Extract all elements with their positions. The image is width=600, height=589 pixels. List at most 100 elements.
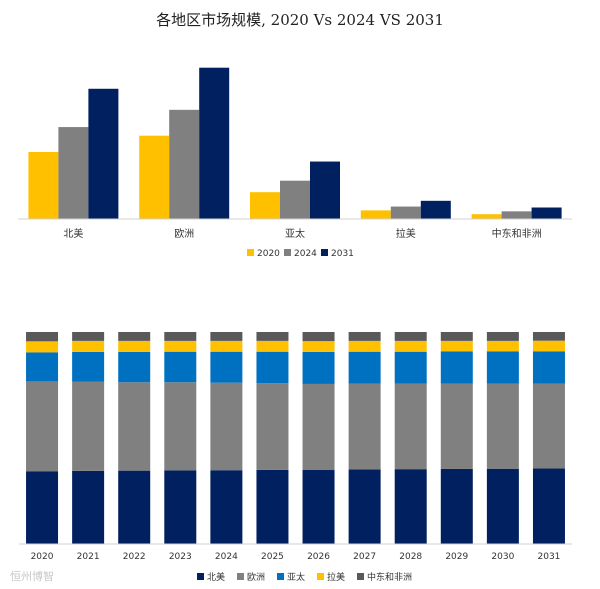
bar-2023-拉美 bbox=[164, 340, 197, 352]
bar-2022-北美 bbox=[118, 470, 151, 544]
bar-2031-欧洲 bbox=[532, 383, 565, 469]
bar-欧洲-2024 bbox=[169, 109, 200, 219]
bar-2023-亚太 bbox=[164, 351, 197, 383]
x-tick-label: 2020 bbox=[31, 552, 54, 562]
x-tick-label: 2031 bbox=[538, 552, 561, 562]
bar-2023-欧洲 bbox=[164, 382, 197, 471]
bar-2031-北美 bbox=[532, 468, 565, 544]
bar-2030-欧洲 bbox=[486, 383, 519, 469]
bar-中东和非洲-2031 bbox=[531, 207, 562, 219]
bar-拉美-2020 bbox=[360, 210, 391, 219]
bar-2020-拉美 bbox=[26, 341, 59, 353]
bar-北美-2020 bbox=[28, 151, 59, 219]
x-tick-label: 2023 bbox=[169, 552, 192, 562]
legend-label-北美: 北美 bbox=[207, 571, 225, 583]
bar-2028-中东和非洲 bbox=[394, 332, 427, 341]
x-tick-label: 2021 bbox=[77, 552, 100, 562]
legend-swatch-2020 bbox=[247, 249, 254, 256]
bar-2028-亚太 bbox=[394, 351, 427, 384]
watermark: 恒州博智 bbox=[10, 570, 54, 583]
x-tick-label: 欧洲 bbox=[174, 228, 194, 240]
bar-拉美-2024 bbox=[390, 206, 421, 219]
bar-2028-北美 bbox=[394, 469, 427, 544]
bar-2025-拉美 bbox=[256, 340, 289, 352]
bar-2031-拉美 bbox=[532, 340, 565, 352]
bar-2026-拉美 bbox=[302, 341, 335, 352]
bar-2022-亚太 bbox=[118, 351, 151, 383]
legend-swatch-2024 bbox=[284, 249, 291, 256]
x-tick-label: 2028 bbox=[399, 552, 422, 562]
legend-swatch-亚太 bbox=[277, 573, 284, 580]
legend-label-2031: 2031 bbox=[331, 249, 354, 259]
stacked-percent-bar-chart: 2020 2021 2022 2023 2024 2025 2026 2027 2028 2029… bbox=[19, 332, 572, 583]
legend-label-欧洲: 欧洲 bbox=[247, 571, 265, 583]
x-tick-label: 2026 bbox=[307, 552, 330, 562]
x-tick-label: 2027 bbox=[353, 552, 376, 562]
x-tick-label: 北美 bbox=[63, 227, 83, 240]
bar-2028-欧洲 bbox=[394, 383, 427, 470]
bar-2027-拉美 bbox=[348, 340, 381, 352]
bar-2030-中东和非洲 bbox=[486, 332, 519, 341]
bar-2030-亚太 bbox=[486, 351, 519, 384]
bar-2022-中东和非洲 bbox=[118, 332, 151, 341]
bar-欧洲-2031 bbox=[199, 67, 230, 219]
x-tick-label: 2024 bbox=[215, 552, 238, 562]
bar-2021-中东和非洲 bbox=[72, 332, 105, 341]
bar-2029-拉美 bbox=[440, 340, 473, 352]
legend-label-2024: 2024 bbox=[294, 249, 317, 259]
x-tick-label: 亚太 bbox=[285, 227, 305, 240]
bar-2031-亚太 bbox=[532, 351, 565, 384]
bar-2031-中东和非洲 bbox=[532, 332, 565, 341]
bar-2026-中东和非洲 bbox=[302, 332, 335, 342]
bar-2024-亚太 bbox=[210, 351, 243, 383]
bar-2026-亚太 bbox=[302, 351, 335, 384]
bar-2024-欧洲 bbox=[210, 382, 243, 471]
x-tick-label: 2029 bbox=[445, 552, 468, 562]
legend-label-亚太: 亚太 bbox=[287, 571, 305, 583]
bar-北美-2031 bbox=[88, 88, 119, 219]
bar-2027-北美 bbox=[348, 469, 381, 544]
bar-2024-中东和非洲 bbox=[210, 332, 243, 341]
legend-swatch-中东和非洲 bbox=[357, 573, 364, 580]
bar-2021-亚太 bbox=[72, 351, 105, 382]
bar-2027-欧洲 bbox=[348, 383, 381, 470]
bar-2023-北美 bbox=[164, 470, 197, 544]
bar-2022-拉美 bbox=[118, 340, 151, 352]
bar-2021-欧洲 bbox=[72, 381, 105, 471]
bar-2029-亚太 bbox=[440, 351, 473, 384]
legend-label-2020: 2020 bbox=[257, 249, 280, 259]
bar-2021-北美 bbox=[72, 470, 105, 544]
bar-2022-欧洲 bbox=[118, 382, 151, 471]
bar-亚太-2024 bbox=[280, 180, 310, 219]
bar-2029-中东和非洲 bbox=[440, 332, 473, 341]
grouped-bar-chart: 北美 欧洲 亚太 拉美 中东和非洲 2020 2024 2031 bbox=[18, 67, 572, 259]
bar-中东和非洲-2020 bbox=[471, 214, 502, 219]
bar-2027-中东和非洲 bbox=[348, 332, 381, 341]
bar-2030-北美 bbox=[486, 468, 519, 544]
bar-2024-北美 bbox=[210, 470, 243, 544]
bar-2029-北美 bbox=[440, 468, 473, 544]
legend-swatch-北美 bbox=[197, 573, 204, 580]
bar-2028-拉美 bbox=[394, 340, 427, 352]
bar-拉美-2031 bbox=[420, 200, 451, 219]
legend-label-拉美: 拉美 bbox=[327, 571, 345, 583]
legend-label-中东和非洲: 中东和非洲 bbox=[367, 571, 412, 583]
bar-2025-亚太 bbox=[256, 351, 289, 384]
legend-swatch-拉美 bbox=[317, 573, 324, 580]
bar-2026-北美 bbox=[302, 470, 335, 544]
legend-swatch-2031 bbox=[321, 249, 328, 256]
bar-2020-欧洲 bbox=[26, 381, 59, 472]
bar-中东和非洲-2024 bbox=[501, 211, 532, 219]
bar-2021-拉美 bbox=[72, 340, 105, 352]
x-tick-label: 2022 bbox=[123, 552, 146, 562]
chart-title: 各地区市场规模, 2020 Vs 2024 VS 2031 bbox=[156, 11, 444, 29]
bar-北美-2024 bbox=[58, 127, 89, 219]
bar-2024-拉美 bbox=[210, 340, 243, 352]
x-tick-label: 中东和非洲 bbox=[492, 227, 542, 240]
bar-2023-中东和非洲 bbox=[164, 332, 197, 341]
bar-2026-欧洲 bbox=[302, 383, 335, 471]
x-tick-label: 拉美 bbox=[396, 227, 416, 240]
bar-2025-欧洲 bbox=[256, 383, 289, 470]
bar-欧洲-2020 bbox=[139, 135, 170, 219]
bar-亚太-2020 bbox=[250, 192, 280, 219]
